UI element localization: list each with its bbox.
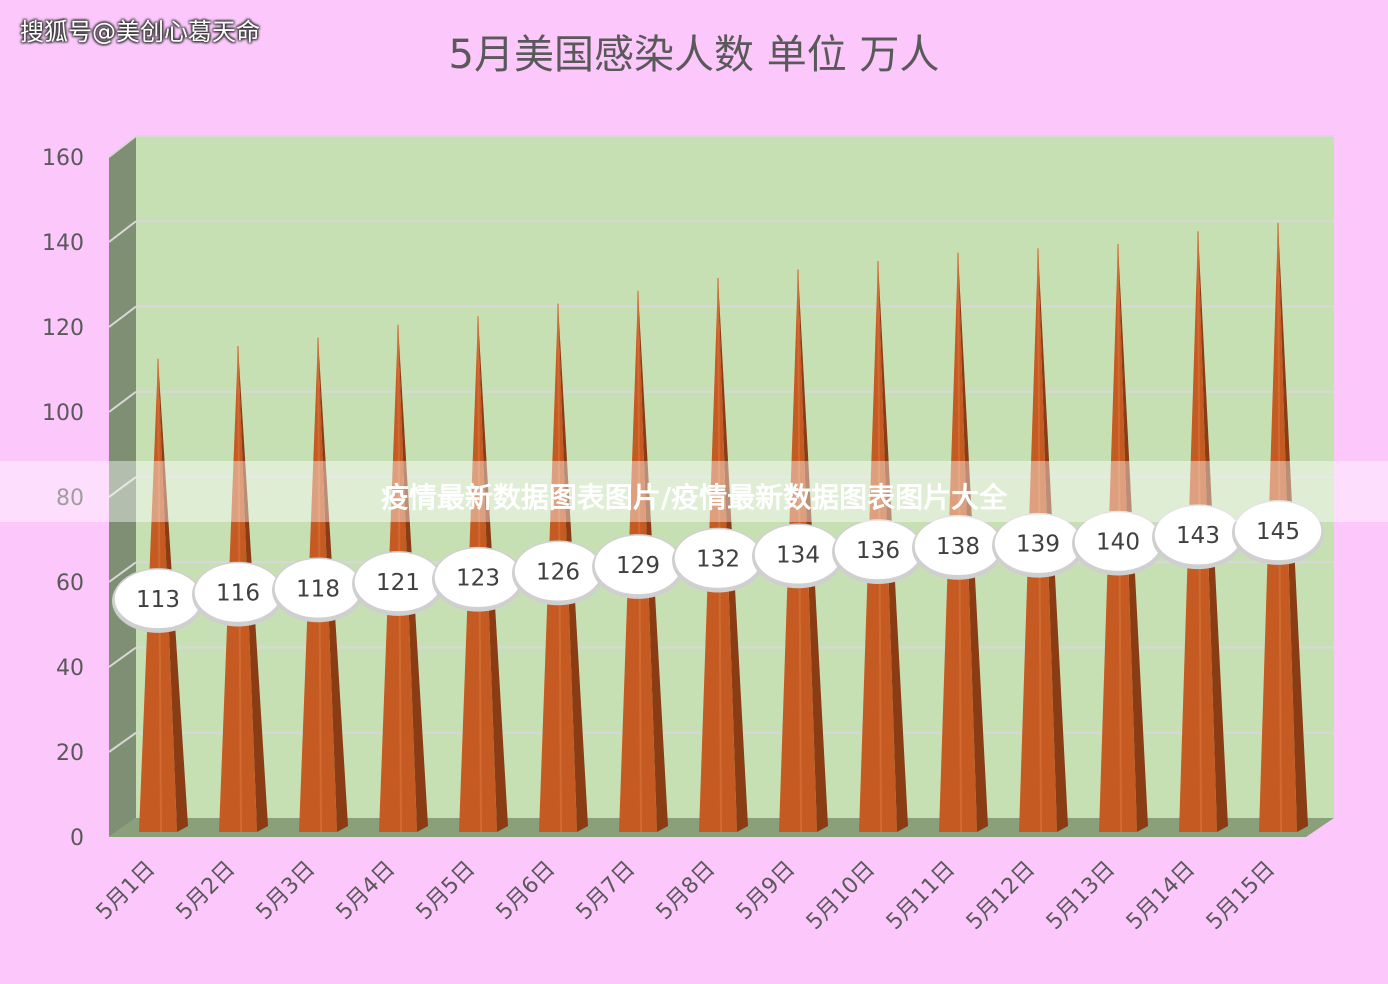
y-tick-label: 40 — [56, 656, 84, 681]
data-label: 132 — [672, 527, 764, 593]
gridline — [108, 646, 137, 668]
data-label-text: 113 — [136, 587, 180, 613]
gridline — [108, 305, 137, 328]
data-label: 134 — [752, 523, 844, 589]
data-label-text: 132 — [696, 547, 740, 573]
data-label: 143 — [1152, 504, 1244, 570]
data-label: 129 — [592, 534, 684, 599]
gridline — [108, 135, 137, 158]
data-label-text: 123 — [456, 566, 500, 592]
gridline — [108, 731, 137, 753]
x-tick-label: 5月6日 — [492, 857, 561, 926]
x-tick-label: 5月15日 — [1202, 857, 1280, 935]
x-tick-label: 5月4日 — [332, 857, 401, 926]
x-tick-label: 5月13日 — [1042, 857, 1120, 935]
data-label-text: 145 — [1256, 519, 1300, 545]
data-label-text: 126 — [536, 559, 580, 585]
data-labels: 113 116 118 121 123 126 129 132 134 136 138 139 140 1… — [112, 500, 1324, 633]
chart-title: 5月美国感染人数 单位 万人 — [449, 32, 940, 78]
y-tick-label: 120 — [42, 316, 84, 341]
x-tick-label: 5月1日 — [92, 857, 161, 926]
watermark: 搜狐号@美创心葛天命 — [20, 18, 260, 46]
data-label-text: 129 — [616, 553, 660, 579]
y-axis: 0 20 40 60 80 100 120 140 160 — [42, 146, 84, 851]
gridline — [108, 220, 137, 243]
data-label-text: 138 — [936, 534, 980, 560]
gridline — [108, 561, 137, 583]
x-tick-label: 5月10日 — [802, 857, 880, 935]
data-label: 113 — [112, 568, 204, 633]
banner-text: 疫情最新数据图表图片/疫情最新数据图表图片大全 — [380, 481, 1008, 514]
data-label-text: 134 — [776, 542, 820, 568]
x-tick-label: 5月2日 — [172, 857, 241, 926]
data-label-text: 143 — [1176, 523, 1220, 549]
data-label-text: 139 — [1016, 532, 1060, 558]
x-tick-label: 5月9日 — [732, 857, 801, 926]
y-tick-label: 100 — [42, 401, 84, 426]
data-label: 136 — [832, 519, 924, 584]
banner-strip — [0, 461, 1388, 522]
data-label-text: 121 — [376, 570, 420, 596]
x-axis: 5月1日 5月2日 5月3日 5月4日 5月5日 5月6日 5月7日 5月8日 5月9日 5月10… — [92, 857, 1281, 935]
x-tick-label: 5月5日 — [412, 857, 481, 926]
y-tick-label: 0 — [70, 826, 84, 851]
data-label: 123 — [432, 546, 524, 612]
x-tick-label: 5月11日 — [882, 857, 960, 935]
data-label-text: 116 — [216, 581, 260, 607]
data-label: 116 — [192, 561, 284, 627]
data-label: 145 — [1232, 500, 1324, 565]
data-label: 139 — [992, 512, 1084, 578]
data-label-text: 140 — [1096, 530, 1140, 556]
data-label-text: 118 — [296, 576, 340, 602]
data-label: 140 — [1072, 510, 1164, 576]
y-tick-label: 160 — [42, 146, 84, 171]
x-tick-label: 5月8日 — [652, 857, 721, 926]
y-tick-label: 60 — [56, 571, 84, 596]
y-tick-label: 20 — [56, 741, 84, 766]
gridline — [108, 390, 137, 413]
y-tick-label: 80 — [56, 486, 84, 511]
x-tick-label: 5月3日 — [252, 857, 321, 926]
gridline — [108, 476, 137, 498]
data-label: 138 — [912, 515, 1004, 580]
data-label: 121 — [352, 551, 444, 616]
data-label: 118 — [272, 557, 364, 623]
y-tick-label: 140 — [42, 231, 84, 256]
x-tick-label: 5月7日 — [572, 857, 641, 926]
x-tick-label: 5月12日 — [962, 857, 1040, 935]
x-tick-label: 5月14日 — [1122, 857, 1200, 935]
data-label-text: 136 — [856, 538, 900, 564]
data-label: 126 — [512, 540, 604, 606]
